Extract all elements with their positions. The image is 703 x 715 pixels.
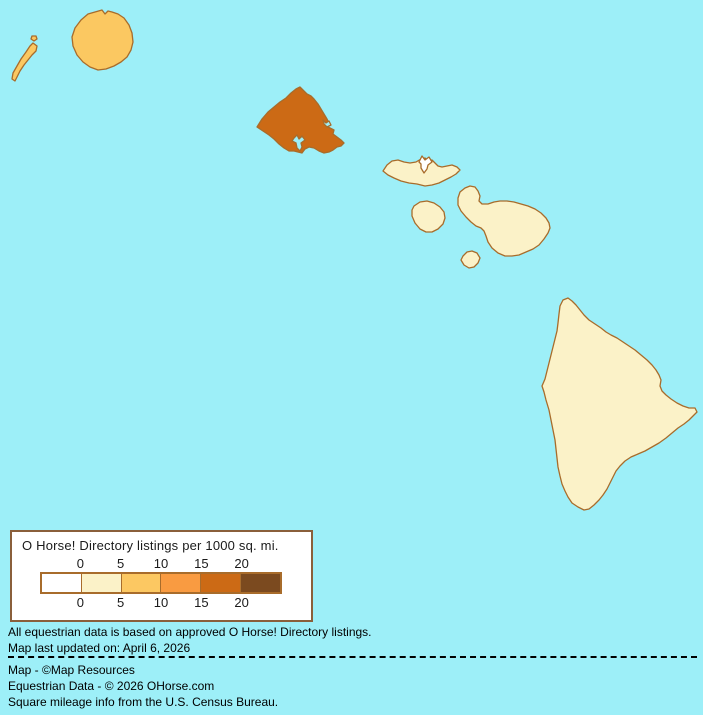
legend-tick-0: 0 — [76, 595, 84, 610]
island-hawaii — [541, 297, 698, 511]
credit-map-resources: Map - ©Map Resources — [8, 663, 135, 677]
island-lehua-islet — [30, 35, 38, 42]
legend-swatch-5-10 — [120, 574, 161, 592]
dashed-divider — [8, 656, 697, 658]
island-molokai — [382, 157, 461, 187]
legend-tick-5: 5 — [117, 595, 125, 610]
legend-tick-20: 20 — [234, 595, 249, 610]
legend-tick-10: 10 — [153, 595, 169, 610]
legend-color-bar — [40, 572, 282, 594]
footnote-last-updated: Map last updated on: April 6, 2026 — [8, 641, 191, 655]
legend-tick-15: 15 — [194, 595, 209, 610]
credit-equestrian-data: Equestrian Data - © 2026 OHorse.com — [8, 679, 215, 693]
legend-tick-15: 15 — [194, 556, 209, 571]
island-oahu — [256, 86, 345, 154]
island-kauai — [71, 9, 134, 71]
legend-tick-20: 20 — [234, 556, 249, 571]
island-kaneohe-bay — [322, 119, 332, 128]
island-kalawao — [418, 155, 433, 174]
legend-tick-0: 0 — [76, 556, 84, 571]
legend-scale: 0 5 10 15 20 0 5 10 15 20 — [40, 555, 282, 611]
island-pearl-harbor — [291, 134, 306, 152]
legend-swatch-15-20 — [200, 574, 241, 592]
island-kahoolawe — [460, 250, 481, 269]
legend-swatch-0 — [42, 574, 81, 592]
island-maui — [457, 185, 551, 257]
legend-tick-10: 10 — [153, 556, 169, 571]
legend-ticks-top: 0 5 10 15 20 — [40, 555, 282, 572]
legend-swatch-10-15 — [160, 574, 201, 592]
legend-ticks-bottom: 0 5 10 15 20 — [40, 594, 282, 611]
legend-title: O Horse! Directory listings per 1000 sq.… — [22, 538, 279, 553]
islands-group — [11, 9, 698, 511]
legend-tick-5: 5 — [117, 556, 125, 571]
legend-box: O Horse! Directory listings per 1000 sq.… — [10, 530, 313, 622]
island-niihau — [11, 42, 38, 82]
legend-swatch-0-5 — [80, 574, 121, 592]
legend-swatch-20-plus — [240, 574, 280, 592]
island-lanai — [411, 200, 446, 233]
credit-square-mileage: Square mileage info from the U.S. Census… — [8, 695, 279, 709]
footnote-approval: All equestrian data is based on approved… — [8, 625, 372, 639]
